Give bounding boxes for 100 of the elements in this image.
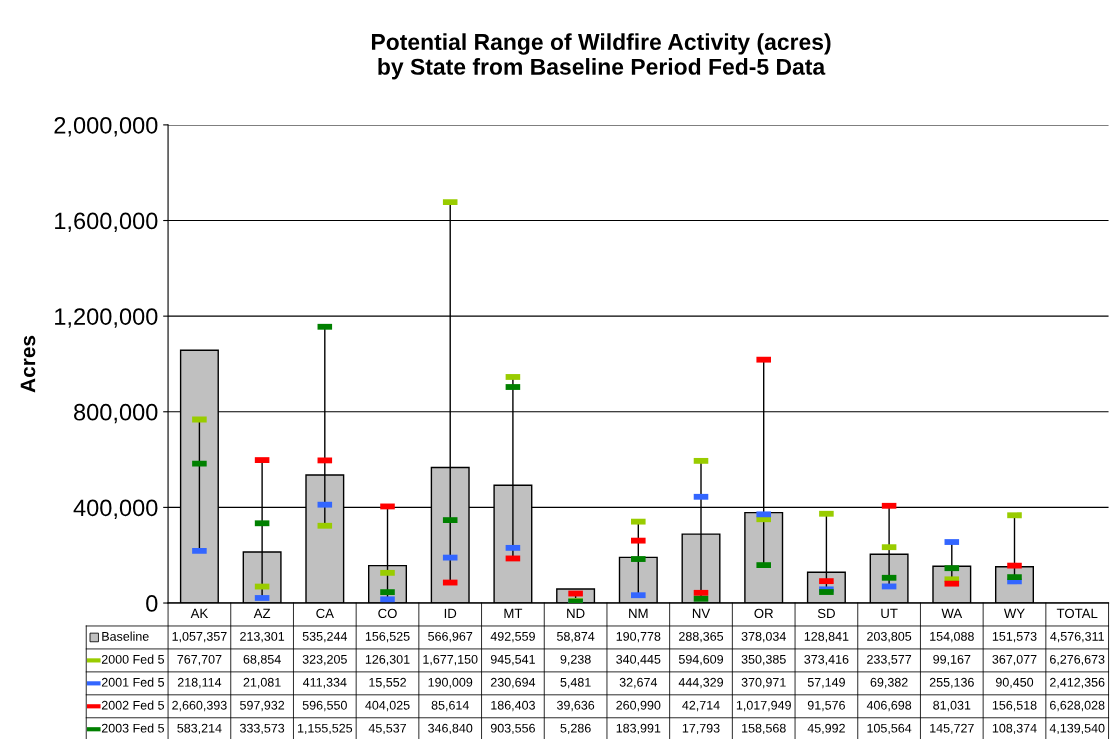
y-tick-label: 2,000,000 [54, 116, 158, 137]
data-label: 583,214 [177, 723, 222, 735]
x-tick-label: WY [1003, 608, 1025, 618]
data-label: 566,967 [428, 631, 473, 643]
text: 4,576,311 [1050, 631, 1104, 643]
x-tick-label: CO [378, 608, 397, 619]
text: 2,412,356 [1050, 677, 1105, 689]
data-label: 203,805 [867, 631, 912, 643]
data-label: 233,577 [867, 654, 912, 666]
data-label: 333,573 [240, 723, 285, 735]
data-label: 255,136 [929, 677, 974, 689]
x-tick-label: ND [567, 608, 585, 618]
data-label: 597,932 [240, 700, 285, 712]
data-label: 373,416 [804, 654, 849, 666]
data-label: 945,541 [490, 654, 535, 666]
x-tick-label: TOTAL [1056, 608, 1098, 619]
data-label: 91,576 [807, 700, 845, 712]
data-label: 17,793 [682, 723, 720, 735]
data-label: 5,286 [560, 723, 591, 735]
data-label: 411,334 [302, 677, 347, 689]
data-label: 69,382 [870, 677, 908, 689]
data-label: 323,205 [302, 654, 347, 666]
x-tick-label: NV [692, 608, 711, 618]
data-label: 21,081 [243, 677, 281, 689]
data-label: 903,556 [490, 723, 535, 735]
y-tick-label: 400,000 [73, 499, 158, 519]
x-tick-label: SD [817, 608, 835, 619]
data-label: 767,707 [177, 654, 222, 666]
data-label: 1,677,150 [423, 654, 478, 666]
text: 6,628,028 [1050, 700, 1105, 712]
data-label: 404,025 [365, 700, 410, 712]
legend-label: 2000 Fed 5 [101, 654, 165, 664]
data-label: 108,374 [992, 723, 1037, 735]
x-tick-label: MT [504, 608, 523, 618]
data-label: 350,385 [741, 654, 786, 666]
data-label: 85,614 [431, 700, 469, 712]
x-tick-label: AK [190, 608, 209, 618]
data-label: 535,244 [302, 631, 348, 643]
data-label: 444,329 [678, 677, 724, 689]
data-label: 15,552 [369, 677, 406, 689]
data-label: 154,088 [930, 631, 974, 643]
x-tick-label: CA [316, 608, 334, 619]
data-label: 126,301 [365, 654, 410, 666]
x-tick-label: WA [941, 608, 963, 618]
data-label: 406,698 [866, 700, 912, 712]
data-label: 367,077 [992, 654, 1037, 666]
text: 6,276,673 [1050, 654, 1105, 666]
data-label: 1,017,949 [736, 700, 791, 712]
legend-label: Baseline [102, 631, 149, 641]
data-label: 190,778 [616, 631, 661, 643]
data-label: 156,518 [992, 700, 1037, 712]
data-label: 128,841 [804, 631, 849, 643]
data-label: 58,874 [556, 631, 595, 643]
data-label: 39,636 [556, 700, 595, 712]
chart-title: Potential Range of Wildfire Activity (acres) by State from Baseline Period Fed-5 Data [371, 33, 831, 80]
data-label: 45,992 [807, 723, 845, 735]
data-label: 32,674 [619, 677, 658, 689]
data-label: 156,525 [365, 631, 410, 643]
data-label: 105,564 [867, 723, 912, 735]
legend-label: 2003 Fed 5 [101, 723, 165, 733]
data-label: 57,149 [807, 677, 845, 689]
data-label: 90,450 [995, 677, 1034, 689]
data-label: 5,481 [560, 677, 591, 689]
data-label: 9,238 [560, 654, 591, 666]
data-label: 218,114 [177, 677, 222, 689]
data-label: 158,568 [742, 723, 786, 735]
data-label: 183,991 [616, 723, 661, 735]
data-label: 288,365 [679, 631, 724, 643]
data-label: 145,727 [930, 723, 974, 735]
data-label: 186,403 [491, 700, 535, 712]
y-tick-label: 800,000 [74, 403, 158, 424]
data-label: 340,445 [616, 654, 661, 666]
data-label: 378,034 [741, 631, 786, 643]
text: 2,660,393 [172, 700, 227, 712]
data-label: 260,990 [616, 700, 661, 712]
data-label: 596,550 [302, 700, 347, 712]
y-tick-label: 0 [146, 595, 158, 612]
data-label: 42,714 [682, 700, 720, 712]
data-label: 45,537 [368, 723, 406, 735]
data-label: 370,971 [741, 677, 786, 689]
data-label: 68,854 [243, 654, 281, 666]
legend-label: 2001 Fed 5 [101, 677, 165, 687]
data-label: 99,167 [933, 654, 971, 666]
legend-label: 2002 Fed 5 [101, 700, 165, 710]
y-tick-label: 1,200,000 [55, 308, 158, 328]
x-tick-label: OR [754, 608, 773, 619]
data-label: 81,031 [933, 700, 971, 712]
data-label: 230,694 [490, 677, 536, 689]
x-tick-label: AZ [253, 608, 271, 618]
data-label: 492,559 [490, 631, 535, 643]
text: 4,139,540 [1049, 723, 1105, 735]
data-label: 1,155,525 [297, 723, 353, 735]
x-tick-label: NM [629, 608, 648, 618]
data-label: 213,301 [240, 631, 285, 643]
data-label: 346,840 [428, 723, 473, 735]
data-label: 190,009 [428, 677, 473, 689]
data-label: 1,057,357 [172, 631, 227, 643]
data-label: 594,609 [678, 654, 724, 666]
data-label: 151,573 [992, 631, 1037, 643]
x-tick-label: UT [881, 608, 898, 619]
